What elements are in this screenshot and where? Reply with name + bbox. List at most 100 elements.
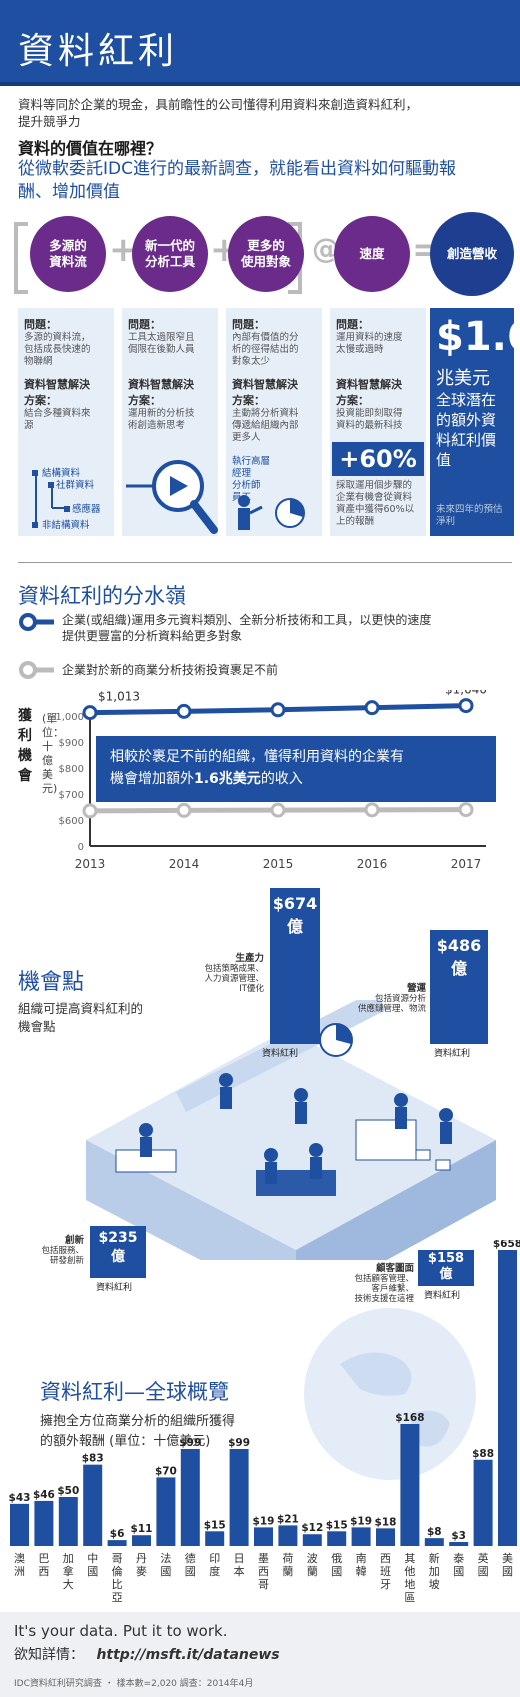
callout-line-1: 相較於裹足不前的組織，懂得利用資料的企業有 [110,749,404,765]
problem-text: 內部有價值的分 [232,332,299,343]
big-stat-line: 料紅利價 [436,431,497,449]
footer-slogan: It's your data. Put it to work. [14,1622,228,1640]
series-point [458,698,474,714]
circle-more-users: 更多的 使用對象 [228,216,304,292]
bar-unit: 億 [439,1267,453,1282]
country-bar [376,1528,395,1546]
big-stat-unit: 兆美元 [436,368,490,389]
country-name: 地 [404,1578,415,1591]
country-name: 坡 [429,1578,440,1591]
footer-more: 欲知詳情： http://msft.it/datanews [14,1644,280,1664]
series-point [458,802,474,818]
desc-line: 包括服務、 [41,1246,84,1256]
footer-source: IDC資料紅利研究調查 ・ 樣本數=2,020 調查：2014年4月 [14,1679,254,1689]
legend-line: 企業(或組織)運用多元資料類別、全新分析技術和工具，以更快的速度 [62,613,432,627]
solution-text: 術創造新思考 [128,420,186,431]
country-name: 澳 [14,1552,25,1565]
intro-line-2: 提升競爭力 [18,114,81,129]
source-structured: 結構資料 [42,468,81,479]
big-stat-line: 全球潛在 [436,391,497,409]
circle-text: 速度 [359,246,385,261]
solution-title: 資料智慧解決 [24,378,90,391]
country-name: 洲 [14,1565,25,1578]
country-bar [254,1527,273,1546]
country-name: 其 [404,1552,415,1565]
column-speed: 問題： 運用資料的速度 太慢或過時 資料智慧解決 方案： 投資能即刻取得 資料的… [330,308,426,536]
country-bar [302,1534,322,1546]
solution-text: 源 [24,420,34,431]
country-name: 蘭 [282,1565,293,1578]
opportunity-sub: 組織可提高資料紅利的 機會點 [18,1000,143,1036]
bar-productivity: $674 億 [270,888,320,1044]
global-title: 資料紅利—全球概覽 [40,1380,229,1404]
problem-text: 包括成長快速的 [24,344,91,355]
stat-text: 上的報酬 [336,516,375,527]
y-tick-label: $700 [59,790,84,801]
country-bar [10,1503,29,1546]
problem-text: 太慢或過時 [336,344,384,355]
country-value: $15 [204,1519,226,1531]
solution-text: 更多人 [232,432,261,443]
country-name: 大 [63,1577,74,1591]
solution-title: 資料智慧解決 [128,378,194,391]
country-name: 拿 [63,1564,74,1578]
country-name: 荷 [282,1552,293,1565]
stat-60-percent: +60% [332,442,424,476]
bar-innovation: $235 億 [90,1226,146,1278]
operations-desc: 營運 包括資源分析 供應鏈管理、物流 [330,984,426,1015]
country-name: 哥 [258,1578,269,1591]
country-value: $11 [131,1523,153,1535]
footer-more-label: 欲知詳情： [14,1647,84,1663]
x-tick-label: 2016 [357,857,388,871]
country-value: $15 [326,1519,348,1531]
desc-title: 生產力 [235,953,264,964]
end-value-label: $1,040 [445,690,487,697]
country-name: 加 [63,1552,74,1565]
country-bar [327,1531,347,1546]
bar-unit: 億 [286,917,303,936]
page-title: 資料紅利 [18,31,179,72]
stat-text: 資產中獲得60%以 [336,504,415,515]
chart-yunit: (單位：十億美元) [42,712,64,795]
footer-url-link[interactable]: http://msft.it/datanews [96,1647,280,1663]
country-bar [107,1540,127,1546]
country-bar-chart: $43澳洲$46巴西$50加拿大$83中國$6哥倫比亞$11丹麥$70法國$99… [9,1240,520,1604]
circle-text: 分析工具 [144,254,195,269]
source-social: 社群資料 [56,480,95,491]
big-stat-line: 值 [436,451,452,469]
bar-unit: 億 [450,959,467,978]
country-name: 新 [429,1551,440,1565]
solution-text: 主動將分析資料 [232,408,299,419]
country-name: 西 [380,1552,391,1565]
country-bar [132,1535,151,1546]
country-name: 國 [87,1565,98,1578]
big-stat-panel: $1.6 兆美元 全球潛在 的額外資 料紅利價 值 未來四年的預估淨利 [430,308,520,536]
question-heading: 資料的價值在哪裡？ [18,139,163,158]
country-name: 印 [209,1552,220,1565]
customer-desc: 顧客圖面 包括顧客管理、 客戶維繫、 技術支援在這裡 [330,1264,414,1305]
problem-text: 運用資料的速度 [336,332,403,343]
desc-line: 研發創新 [49,1256,84,1266]
user-analyst: 分析師 [232,480,261,491]
country-bar [351,1527,371,1546]
intro-line-1: 資料等同於企業的現金，具前瞻性的公司懂得利用資料來創造資料紅利， [18,97,419,112]
y-tick-label: $600 [59,816,84,827]
stat-text: 採取運用個步驟的 [336,480,413,491]
header-stripe [0,82,520,86]
country-value: $99 [228,1437,250,1449]
watershed-title: 資料紅利的分水嶺 [18,584,186,608]
country-bar [229,1448,249,1546]
country-bar [180,1448,200,1546]
country-bar [34,1500,54,1546]
solution-text: 結合多種資料來 [24,408,91,419]
problem-text: 對象太少 [232,356,271,367]
series-point [364,802,380,818]
country-value: $88 [472,1448,494,1460]
country-value: $83 [82,1453,104,1465]
country-name: 俄 [331,1552,342,1565]
country-value: $21 [277,1513,299,1525]
country-name: 亞 [112,1591,123,1604]
x-tick-label: 2013 [75,857,106,871]
country-value: $3 [451,1530,466,1542]
country-name: 日 [234,1552,245,1565]
